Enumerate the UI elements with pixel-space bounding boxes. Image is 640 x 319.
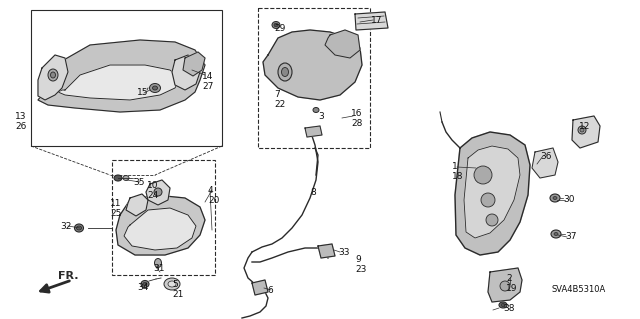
Text: 1
18: 1 18 [452, 162, 463, 182]
Text: 8: 8 [310, 188, 316, 197]
Polygon shape [58, 65, 180, 100]
Text: 31: 31 [153, 264, 164, 273]
Ellipse shape [313, 108, 319, 113]
Ellipse shape [164, 278, 180, 290]
Text: 11
25: 11 25 [110, 199, 122, 219]
Polygon shape [488, 268, 522, 302]
Ellipse shape [499, 302, 507, 308]
Ellipse shape [500, 281, 510, 291]
Text: 7
22: 7 22 [274, 90, 285, 109]
Text: 37: 37 [565, 232, 577, 241]
Polygon shape [318, 244, 335, 258]
Text: 12: 12 [579, 122, 590, 131]
Ellipse shape [553, 197, 557, 199]
Ellipse shape [554, 233, 558, 235]
Polygon shape [325, 30, 360, 58]
Ellipse shape [77, 226, 81, 230]
Text: 34: 34 [137, 283, 148, 292]
Bar [112, 160, 215, 275]
Ellipse shape [48, 69, 58, 81]
Ellipse shape [51, 72, 56, 78]
Ellipse shape [123, 175, 129, 181]
Ellipse shape [551, 230, 561, 238]
Text: 3: 3 [318, 112, 324, 121]
Polygon shape [305, 126, 322, 137]
Ellipse shape [578, 126, 586, 134]
Text: 38: 38 [503, 304, 515, 313]
Polygon shape [116, 195, 205, 255]
Polygon shape [355, 12, 388, 30]
Text: 2
19: 2 19 [506, 274, 518, 293]
Ellipse shape [152, 86, 157, 90]
Text: 6: 6 [267, 286, 273, 295]
Ellipse shape [74, 224, 83, 232]
Text: 36: 36 [540, 152, 552, 161]
Ellipse shape [501, 303, 505, 307]
Ellipse shape [272, 21, 280, 28]
Ellipse shape [143, 282, 147, 286]
Ellipse shape [474, 166, 492, 184]
Text: 29: 29 [274, 24, 285, 33]
Ellipse shape [154, 258, 161, 268]
Ellipse shape [550, 194, 560, 202]
Polygon shape [124, 208, 196, 250]
Polygon shape [572, 116, 600, 148]
Ellipse shape [278, 63, 292, 81]
Polygon shape [464, 146, 520, 238]
Ellipse shape [150, 84, 161, 93]
Polygon shape [455, 132, 530, 255]
Text: 32: 32 [60, 222, 72, 231]
Polygon shape [252, 280, 268, 295]
Ellipse shape [580, 128, 584, 132]
Text: 4
20: 4 20 [208, 186, 220, 205]
Bar [258, 8, 370, 148]
Text: 16
28: 16 28 [351, 109, 362, 129]
Text: 30: 30 [563, 195, 575, 204]
Ellipse shape [282, 68, 289, 77]
Polygon shape [532, 148, 558, 178]
Text: 5
21: 5 21 [172, 280, 184, 300]
Ellipse shape [141, 280, 149, 287]
Text: 10
24: 10 24 [147, 181, 159, 200]
Text: 17: 17 [371, 16, 383, 25]
Ellipse shape [274, 23, 278, 27]
Polygon shape [38, 55, 68, 100]
Ellipse shape [486, 214, 498, 226]
Text: 9
23: 9 23 [355, 255, 366, 274]
Bar [31, 10, 222, 146]
Ellipse shape [114, 175, 122, 181]
Text: 14
27: 14 27 [202, 72, 213, 92]
Polygon shape [172, 55, 200, 90]
Polygon shape [263, 30, 362, 100]
Text: 33: 33 [338, 248, 349, 257]
Text: 35: 35 [133, 178, 145, 187]
Polygon shape [126, 194, 148, 216]
Polygon shape [38, 40, 205, 112]
Polygon shape [183, 52, 205, 76]
Ellipse shape [168, 281, 176, 287]
Ellipse shape [481, 193, 495, 207]
Polygon shape [146, 180, 170, 205]
Text: 15: 15 [137, 88, 148, 97]
Ellipse shape [154, 188, 162, 196]
Text: FR.: FR. [58, 271, 79, 281]
Text: SVA4B5310A: SVA4B5310A [551, 285, 605, 294]
Text: 13
26: 13 26 [15, 112, 26, 131]
